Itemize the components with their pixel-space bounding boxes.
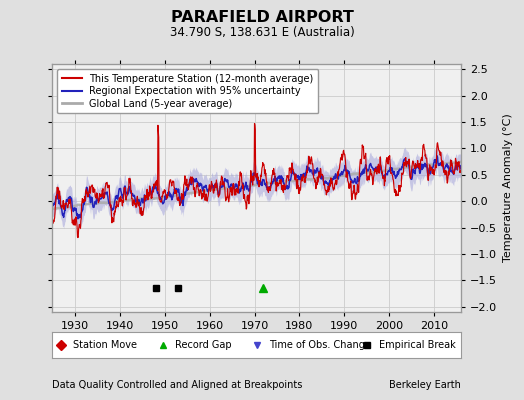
Legend: This Temperature Station (12-month average), Regional Expectation with 95% uncer: This Temperature Station (12-month avera… — [57, 69, 319, 114]
Text: Empirical Break: Empirical Break — [379, 340, 456, 350]
Text: Data Quality Controlled and Aligned at Breakpoints: Data Quality Controlled and Aligned at B… — [52, 380, 303, 390]
Text: 34.790 S, 138.631 E (Australia): 34.790 S, 138.631 E (Australia) — [170, 26, 354, 39]
Y-axis label: Temperature Anomaly (°C): Temperature Anomaly (°C) — [503, 114, 513, 262]
Text: Record Gap: Record Gap — [175, 340, 232, 350]
Text: Time of Obs. Change: Time of Obs. Change — [269, 340, 371, 350]
Text: PARAFIELD AIRPORT: PARAFIELD AIRPORT — [171, 10, 353, 25]
Text: Station Move: Station Move — [73, 340, 137, 350]
Text: Berkeley Earth: Berkeley Earth — [389, 380, 461, 390]
